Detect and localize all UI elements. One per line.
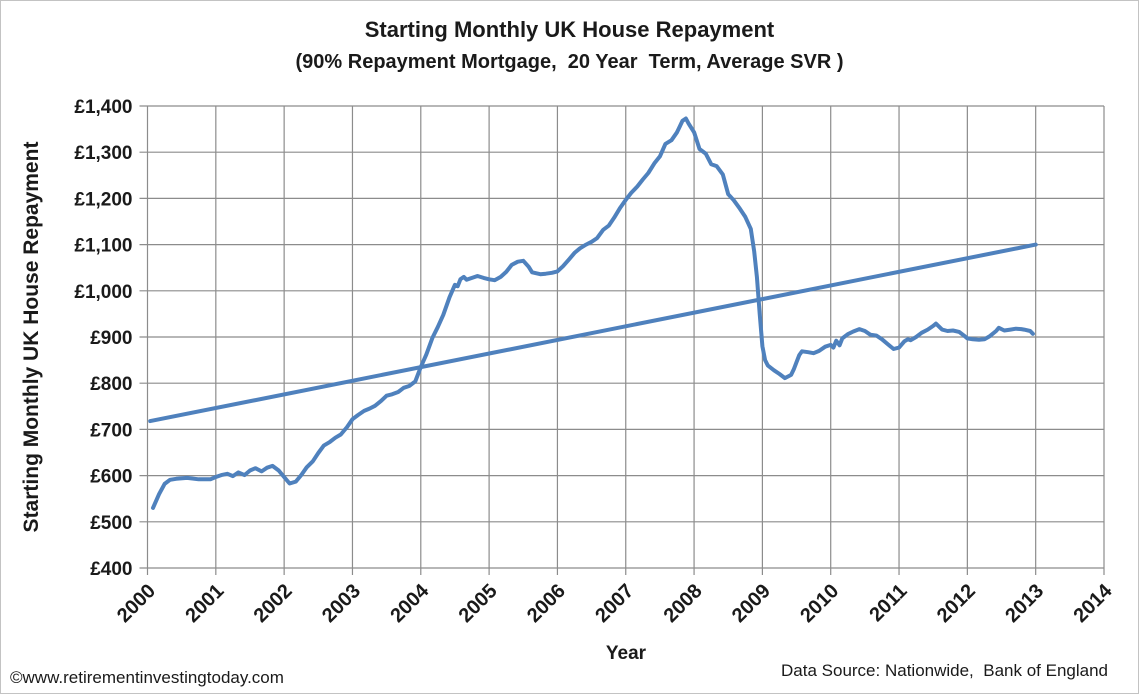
x-tick-label: 2011 <box>865 580 911 626</box>
y-tick-label: £900 <box>90 328 132 349</box>
y-tick-label: £1,200 <box>74 189 132 210</box>
footer-copyright: ©www.retirementinvestingtoday.com <box>10 668 284 687</box>
y-tick-label: £1,400 <box>74 97 132 118</box>
y-axis-title: Starting Monthly UK House Repayment <box>20 141 43 533</box>
y-tick-label: £1,100 <box>74 236 132 257</box>
x-tick-label: 2007 <box>591 580 638 627</box>
y-tick-label: £800 <box>90 374 132 395</box>
chart-title-block: Starting Monthly UK House Repayment (90%… <box>1 13 1138 78</box>
x-tick-label: 2009 <box>728 580 775 627</box>
footer-data-source: Data Source: Nationwide, Bank of England <box>781 661 1108 680</box>
x-tick-label: 2004 <box>386 579 434 627</box>
x-tick-label: 2005 <box>455 580 502 627</box>
x-tick-label: 2001 <box>181 580 228 627</box>
x-tick-label: 2014 <box>1070 579 1118 627</box>
y-tick-label: £1,300 <box>74 143 132 164</box>
y-tick-label: £1,000 <box>74 282 132 303</box>
x-tick-label: 2012 <box>933 580 980 627</box>
chart-title: Starting Monthly UK House Repayment <box>364 17 775 42</box>
x-tick-label: 2003 <box>318 580 365 627</box>
x-tick-label: 2013 <box>1001 580 1048 627</box>
series-starting-monthly-repayment <box>151 116 1035 510</box>
y-tick-label: £700 <box>90 420 132 441</box>
x-tick-label: 2008 <box>660 580 707 627</box>
y-tick-label: £500 <box>90 513 132 534</box>
x-tick-label: 2002 <box>250 580 297 627</box>
y-tick-label: £400 <box>90 559 132 580</box>
x-tick-label: 2010 <box>796 580 843 627</box>
series-linear-trend <box>148 242 1038 424</box>
y-tick-label: £600 <box>90 467 132 488</box>
x-tick-label: 2000 <box>113 580 160 627</box>
chart-subtitle: (90% Repayment Mortgage, 20 Year Term, A… <box>295 51 844 74</box>
x-tick-label: 2006 <box>523 580 570 627</box>
x-axis-title: Year <box>605 643 647 664</box>
